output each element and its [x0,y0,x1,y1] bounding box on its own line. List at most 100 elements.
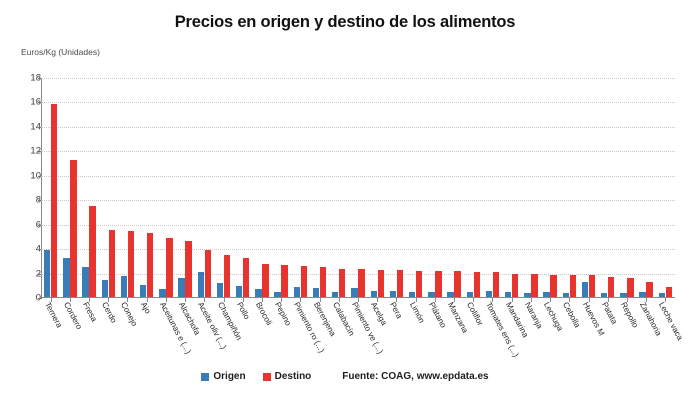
bar-group[interactable] [351,78,365,298]
bar-group[interactable] [428,78,442,298]
bar-destino[interactable] [70,159,77,298]
bar-destino[interactable] [204,250,211,298]
bar-destino[interactable] [300,266,308,298]
bar-destino[interactable] [185,240,192,298]
bar-group[interactable] [312,78,327,298]
bar-origen[interactable] [351,288,358,298]
bar-group[interactable] [293,78,308,298]
bar-destino[interactable] [665,287,673,298]
bar-destino[interactable] [511,273,519,298]
bar-origen[interactable] [504,291,512,298]
bar-group[interactable] [658,78,673,298]
bar-origen[interactable] [43,250,51,298]
bar-group[interactable] [466,78,480,298]
bar-destino[interactable] [608,277,615,298]
bar-origen[interactable] [332,291,339,298]
bar-group[interactable] [332,78,346,298]
legend-item-origen[interactable]: Origen [201,371,246,382]
bar-origen[interactable] [255,289,262,298]
bar-origen[interactable] [601,293,608,298]
bar-origen[interactable] [236,285,243,298]
bar-origen[interactable] [178,278,185,298]
bar-group[interactable] [120,78,135,298]
bar-origen[interactable] [139,284,147,298]
bar-destino[interactable] [281,265,288,298]
bar-group[interactable] [620,78,634,298]
bar-destino[interactable] [262,263,269,298]
bar-group[interactable] [101,78,115,298]
bar-destino[interactable] [588,274,596,298]
bar-destino[interactable] [454,271,461,298]
bar-origen[interactable] [485,290,493,298]
bar-origen[interactable] [120,276,128,298]
bar-origen[interactable] [82,267,89,298]
bar-group[interactable] [639,78,653,298]
bar-destino[interactable] [396,269,404,298]
bar-origen[interactable] [639,291,646,298]
bar-destino[interactable] [108,229,115,298]
bar-destino[interactable] [473,272,480,298]
bar-group[interactable] [485,78,500,298]
bar-origen[interactable] [216,283,224,298]
bar-origen[interactable] [370,290,377,298]
bar-origen[interactable] [389,290,397,298]
bar-group[interactable] [408,78,423,298]
bar-destino[interactable] [339,268,346,298]
bar-origen[interactable] [408,291,416,298]
bar-destino[interactable] [531,273,538,298]
bar-origen[interactable] [293,287,301,298]
bar-origen[interactable] [620,293,627,298]
bar-destino[interactable] [569,274,577,298]
bar-destino[interactable] [319,267,327,298]
bar-group[interactable] [543,78,557,298]
bar-group[interactable] [178,78,192,298]
bar-group[interactable] [274,78,288,298]
bar-destino[interactable] [50,103,58,298]
bar-destino[interactable] [166,238,173,298]
bar-group[interactable] [370,78,384,298]
legend-item-destino[interactable]: Destino [262,371,311,382]
bar-origen[interactable] [581,282,589,298]
bar-destino[interactable] [377,269,384,298]
bar-destino[interactable] [435,271,442,298]
bar-destino[interactable] [127,230,135,298]
bar-group[interactable] [43,78,58,298]
bar-group[interactable] [581,78,596,298]
bar-origen[interactable] [562,293,570,298]
bar-group[interactable] [389,78,404,298]
bar-group[interactable] [216,78,231,298]
bar-destino[interactable] [415,271,423,298]
bar-group[interactable] [159,78,173,298]
bar-group[interactable] [139,78,154,298]
bar-origen[interactable] [447,291,454,298]
bar-group[interactable] [504,78,519,298]
bar-group[interactable] [255,78,269,298]
bar-origen[interactable] [524,293,531,298]
bar-group[interactable] [236,78,250,298]
bar-origen[interactable] [543,291,550,298]
bar-group[interactable] [197,78,211,298]
bar-destino[interactable] [89,206,96,298]
bar-origen[interactable] [428,291,435,298]
bar-origen[interactable] [63,257,70,298]
bar-origen[interactable] [274,291,281,298]
bar-destino[interactable] [243,257,250,298]
bar-origen[interactable] [101,279,108,298]
bar-group[interactable] [601,78,615,298]
bar-origen[interactable] [466,291,473,298]
bar-group[interactable] [447,78,461,298]
bar-origen[interactable] [159,289,166,298]
bar-origen[interactable] [312,288,320,298]
bar-destino[interactable] [358,268,365,298]
bar-origen[interactable] [197,272,204,298]
bar-destino[interactable] [223,255,231,298]
bar-destino[interactable] [146,233,154,298]
bar-origen[interactable] [658,293,666,298]
bar-destino[interactable] [627,278,634,298]
bar-group[interactable] [524,78,538,298]
bar-destino[interactable] [550,274,557,298]
bar-destino[interactable] [646,282,653,298]
bar-destino[interactable] [492,272,500,298]
bar-group[interactable] [63,78,77,298]
bar-group[interactable] [82,78,96,298]
